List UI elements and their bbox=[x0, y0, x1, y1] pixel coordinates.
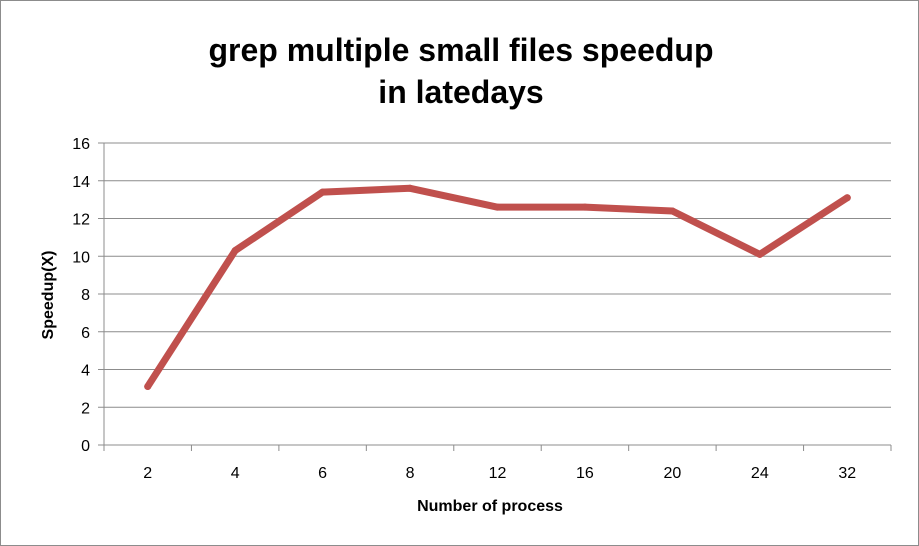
y-tick-label: 6 bbox=[81, 325, 90, 342]
y-tick-label: 8 bbox=[81, 287, 90, 304]
y-tick-label: 12 bbox=[72, 212, 90, 229]
chart-title-line-1: grep multiple small files speedup bbox=[208, 32, 713, 68]
y-tick-label: 14 bbox=[72, 174, 90, 191]
x-tick-label: 4 bbox=[231, 465, 240, 482]
data-point bbox=[756, 250, 764, 258]
x-tick-label: 12 bbox=[489, 465, 507, 482]
x-tick-label: 20 bbox=[663, 465, 681, 482]
y-tick-label: 10 bbox=[72, 249, 90, 266]
series-group bbox=[144, 184, 851, 390]
x-tick-label: 32 bbox=[838, 465, 856, 482]
y-axis-label: Speedup(X) bbox=[40, 251, 57, 340]
axes bbox=[103, 143, 891, 446]
y-tick-label: 0 bbox=[81, 438, 90, 455]
x-tick-label: 16 bbox=[576, 465, 594, 482]
data-point bbox=[668, 207, 676, 215]
x-tick-label: 2 bbox=[143, 465, 152, 482]
y-tick-label: 16 bbox=[72, 136, 90, 153]
y-tick-label: 4 bbox=[81, 363, 90, 380]
data-point bbox=[144, 382, 152, 390]
x-tick-labels: 2 4 6 8 12 16 20 24 32 bbox=[103, 445, 892, 482]
data-point bbox=[494, 203, 501, 211]
data-point bbox=[231, 247, 239, 255]
x-tick-label: 24 bbox=[751, 465, 769, 482]
x-tick-label: 8 bbox=[406, 465, 415, 482]
chart-title-line-2: in latedays bbox=[378, 74, 543, 110]
x-tick-label: 6 bbox=[318, 465, 327, 482]
data-point bbox=[843, 194, 851, 202]
data-point bbox=[406, 184, 414, 192]
y-tick-labels: 0 2 4 6 8 10 12 14 16 bbox=[72, 136, 104, 455]
x-axis-label: Number of process bbox=[417, 498, 563, 515]
data-point bbox=[319, 188, 327, 196]
y-tick-label: 2 bbox=[81, 400, 90, 417]
data-point bbox=[581, 203, 589, 211]
